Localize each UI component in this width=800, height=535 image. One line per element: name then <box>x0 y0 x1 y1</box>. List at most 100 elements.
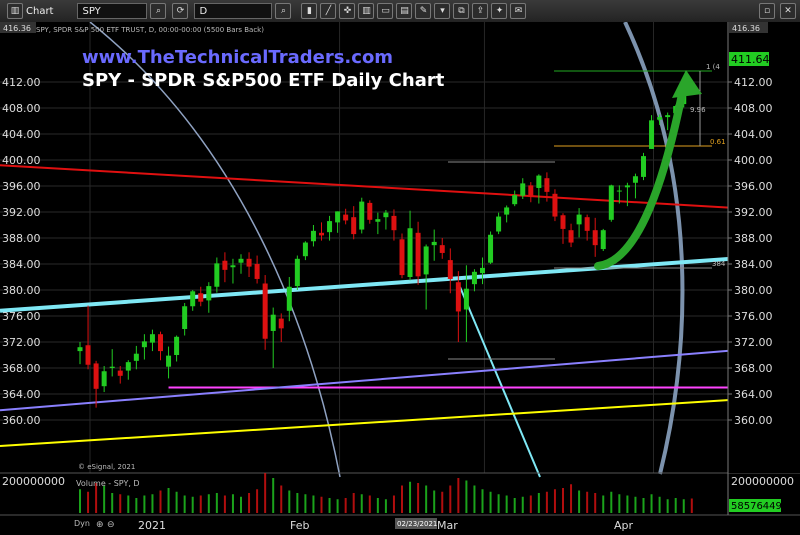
volume-bar <box>207 494 210 513</box>
draw-icon[interactable]: ✎ <box>415 3 432 19</box>
candle-body <box>302 242 308 257</box>
volume-bar <box>392 495 395 513</box>
volume-bar <box>264 473 267 513</box>
y-axis: 412.00 412.00 408.00 408.00 404.00 404.00 400.… <box>2 76 773 427</box>
candle-body <box>584 217 590 231</box>
share-icon[interactable]: ⇪ <box>472 3 489 19</box>
x-tick-label: 2021 <box>138 519 166 532</box>
line-icon[interactable]: ╱ <box>320 3 337 19</box>
volume-bar <box>215 493 218 513</box>
candle-body <box>447 260 453 279</box>
fib-1-label: 1 (4 <box>706 63 720 71</box>
window-menu-icon[interactable]: ▫ <box>759 3 775 19</box>
volume-bar <box>151 494 154 513</box>
candle-body <box>568 230 574 243</box>
volume-bar <box>489 491 492 513</box>
volume-bar <box>425 485 428 513</box>
candle-body <box>536 175 542 188</box>
y-tick-label-right: 408.00 <box>734 102 773 115</box>
volume-bar <box>296 493 299 513</box>
window-icon[interactable]: ▭ <box>377 3 394 19</box>
y-tick-label-right: 368.00 <box>734 362 773 375</box>
date-marker-box <box>395 518 437 529</box>
x-tick-label: Mar <box>437 519 458 532</box>
y-tick-label-left: 412.00 <box>2 76 41 89</box>
link-icon[interactable]: ⧉ <box>453 3 470 19</box>
candle-body <box>294 258 300 287</box>
y-tick-label-left: 372.00 <box>2 336 41 349</box>
bars-icon[interactable]: ▮ <box>301 3 318 19</box>
volume-bar <box>594 493 597 513</box>
y-tick-label-left: 388.00 <box>2 232 41 245</box>
down-icon[interactable]: ▾ <box>434 3 451 19</box>
candle-body <box>632 176 638 183</box>
volume-bar <box>183 495 186 513</box>
y-tick-label-left: 364.00 <box>2 388 41 401</box>
volume-bar <box>240 496 242 513</box>
candle-body <box>77 347 83 352</box>
candle-body <box>246 258 252 267</box>
volume-axis-left: 200000000 <box>2 475 65 488</box>
twitter-icon[interactable]: ✦ <box>491 3 508 19</box>
y-tick-label-right: 392.00 <box>734 206 773 219</box>
volume-bar <box>473 485 476 513</box>
candle-icon[interactable]: ▥ <box>358 3 375 19</box>
fib-levels: 1 (4 9.96 0.61 384 <box>448 63 726 360</box>
candle-body <box>174 336 180 355</box>
chart-app-label[interactable]: ▥ Chart <box>4 3 53 19</box>
volume-bar <box>602 495 605 513</box>
volume-bar <box>417 483 420 513</box>
volume-bar <box>368 495 371 513</box>
volume-bar <box>111 493 114 513</box>
y-tick-label-right: 376.00 <box>734 310 773 323</box>
volume-bar <box>159 490 162 513</box>
candle-body <box>335 211 341 223</box>
last-price-label: 411.64 <box>731 53 770 66</box>
volume-bar <box>553 489 556 513</box>
volume-last-label: 58576449 <box>731 501 782 512</box>
candle-body <box>480 267 485 274</box>
volume-bar <box>127 495 130 513</box>
volume-bar <box>682 499 685 513</box>
symbol-input[interactable]: SPY <box>77 3 148 19</box>
zoom-in-icon[interactable]: ⊕ <box>96 520 104 530</box>
last-price-box <box>729 52 769 66</box>
y-tick-label-right: 404.00 <box>734 128 773 141</box>
volume-bar <box>433 490 436 513</box>
candle-body <box>310 230 316 242</box>
chart-type-icon[interactable]: ▤ <box>396 3 413 19</box>
volume-bar <box>658 496 661 513</box>
zoom-out-icon[interactable]: ⊖ <box>107 520 115 530</box>
bell-icon[interactable]: ✉ <box>510 3 527 19</box>
volume-bar <box>280 485 283 513</box>
volume-axis-right: 200000000 <box>731 475 794 488</box>
volume-bar <box>223 495 226 513</box>
candle-body <box>125 362 131 371</box>
candle-body <box>520 183 526 196</box>
candle-body <box>415 232 421 277</box>
volume-bar <box>618 494 621 513</box>
interval-search-icon[interactable]: ⌕ <box>275 3 292 19</box>
y-tick-label-right: 360.00 <box>734 414 773 427</box>
symbol-search-icon[interactable]: ⌕ <box>150 3 167 19</box>
close-icon[interactable]: ✕ <box>780 3 796 19</box>
refresh-icon[interactable]: ⟳ <box>172 3 189 19</box>
app-label-text: Chart <box>26 5 54 17</box>
candle-body <box>270 314 276 331</box>
yellow-trendline <box>0 394 800 447</box>
arrow-head <box>672 70 702 98</box>
dyn-label[interactable]: Dyn <box>74 519 90 528</box>
volume-bar <box>626 495 629 513</box>
candle-body <box>624 185 630 188</box>
cursor-icon[interactable]: ✜ <box>339 3 356 19</box>
candle-body <box>471 271 477 285</box>
candle-body <box>455 282 461 312</box>
cyan-trendline <box>0 251 800 313</box>
candle-body <box>407 228 413 277</box>
interval-input[interactable]: D <box>194 3 273 19</box>
fib-range-label: 9.96 <box>690 106 706 114</box>
y-tick-label-left: 380.00 <box>2 284 41 297</box>
volume-bar <box>344 498 347 513</box>
axis-top-price-label: 416.36 <box>732 24 760 33</box>
candle-body <box>85 345 91 365</box>
